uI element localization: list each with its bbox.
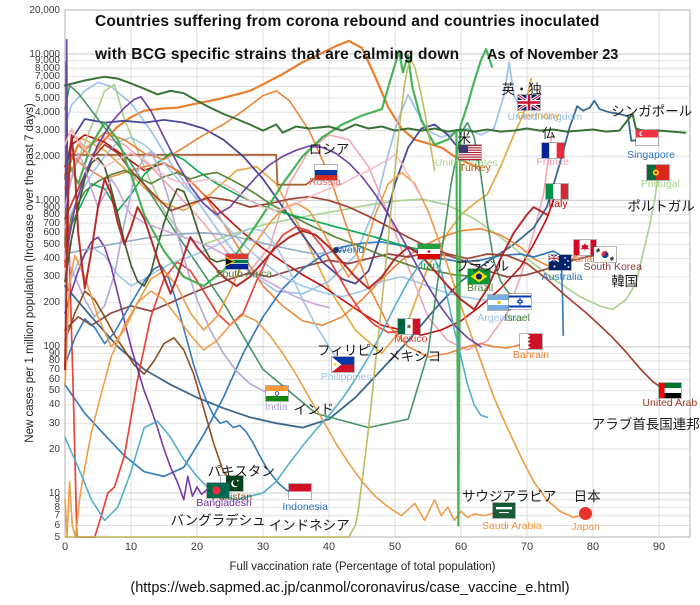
line-saudi-arabia bbox=[64, 290, 505, 538]
line-portugal bbox=[64, 83, 659, 311]
line-world bbox=[64, 232, 352, 255]
line-indonesia bbox=[64, 264, 301, 494]
line-unlabeled-crimson bbox=[64, 133, 548, 371]
line-italy bbox=[64, 134, 558, 336]
line-unlabeled-plum bbox=[64, 152, 330, 309]
line-india bbox=[64, 150, 278, 395]
line-philippines bbox=[64, 227, 344, 364]
line-united-states bbox=[64, 118, 472, 285]
line-unlabeled-purple bbox=[64, 39, 482, 348]
line-australia bbox=[64, 241, 565, 478]
line-unlabeled-dark-green bbox=[64, 75, 687, 134]
line-unlabeled-salmon bbox=[64, 127, 423, 212]
line-brazil bbox=[64, 169, 480, 278]
line-mexico bbox=[64, 206, 410, 538]
line-unlabeled-olive bbox=[64, 59, 436, 538]
line-south-africa bbox=[64, 157, 239, 287]
line-united-kingdom bbox=[64, 61, 530, 295]
line-unlabeled-green bbox=[64, 48, 494, 527]
line-russia bbox=[64, 153, 327, 248]
line-unlabeled-teal bbox=[64, 253, 489, 522]
line-japan bbox=[64, 171, 587, 519]
line-france bbox=[64, 129, 553, 351]
line-argentina bbox=[64, 136, 501, 302]
line-canada bbox=[64, 155, 586, 327]
line-pakistan bbox=[64, 290, 233, 483]
line-united-arab-emirates bbox=[64, 143, 672, 392]
line-israel bbox=[64, 84, 521, 429]
